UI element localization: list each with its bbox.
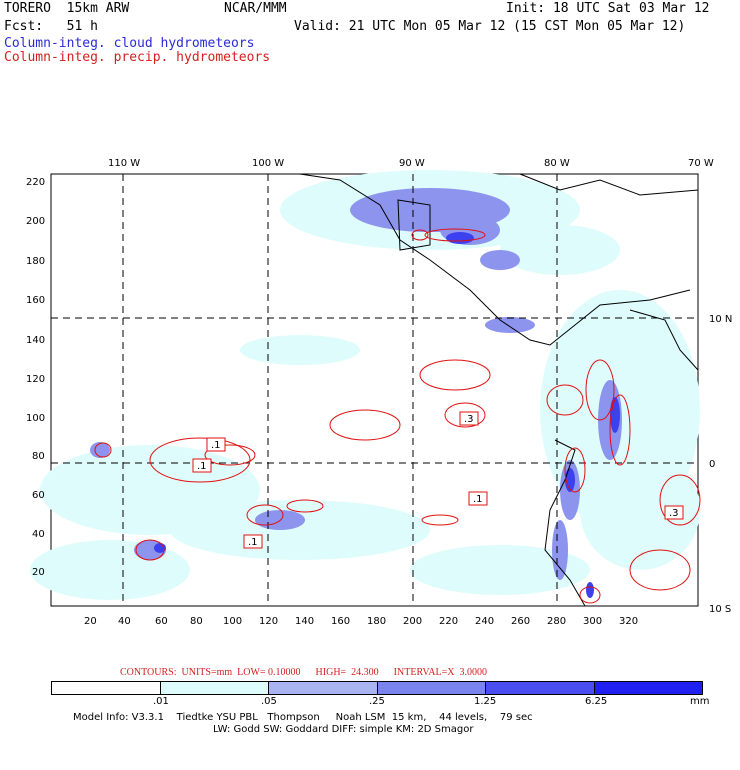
contour-value-label: .3 xyxy=(669,508,679,519)
longitude-labels: 110 W 100 W 90 W 80 W 70 W xyxy=(108,158,714,169)
contour-value-label: .1 xyxy=(197,461,207,472)
contour-value-label: .1 xyxy=(473,494,483,505)
forecast-hour: Fcst: 51 h xyxy=(4,19,98,34)
valid-time: Valid: 21 UTC Mon 05 Mar 12 (15 CST Mon … xyxy=(294,19,686,34)
lat-label: 10 N xyxy=(709,314,732,325)
init-time: Init: 18 UTC Sat 03 Mar 12 xyxy=(506,1,710,16)
colorbar-label: 1.25 xyxy=(474,696,497,707)
x-tick: 160 xyxy=(331,616,350,627)
y-tick: 200 xyxy=(26,216,45,227)
forecast-map: 110 W 100 W 90 W 80 W 70 W 10 N 0 10 S xyxy=(26,158,732,627)
colorbar-units: mm xyxy=(690,696,710,707)
lat-label: 0 xyxy=(709,459,715,470)
y-tick: 40 xyxy=(32,529,45,540)
y-tick: 140 xyxy=(26,335,45,346)
contour-value-label: .1 xyxy=(211,440,221,451)
y-tick: 80 xyxy=(32,451,45,462)
x-tick: 300 xyxy=(583,616,602,627)
graticule xyxy=(51,174,698,606)
y-tick: 160 xyxy=(26,295,45,306)
y-tick: 60 xyxy=(32,490,45,501)
contour-value-label: .1 xyxy=(248,537,258,548)
x-tick: 140 xyxy=(295,616,314,627)
lon-label: 80 W xyxy=(544,158,570,169)
coastline xyxy=(299,173,699,607)
colorbar-segment xyxy=(377,682,486,694)
colorbar-segment xyxy=(269,682,378,694)
latitude-labels: 10 N 0 10 S xyxy=(709,314,732,615)
model-physics: LW: Godd SW: Goddard DIFF: simple KM: 2D… xyxy=(213,724,474,735)
center-name: NCAR/MMM xyxy=(224,1,287,16)
colorbar-label: 6.25 xyxy=(585,696,608,707)
y-tick: 220 xyxy=(26,177,45,188)
y-tick: 100 xyxy=(26,413,45,424)
x-tick: 20 xyxy=(84,616,97,627)
colorbar-segment xyxy=(486,682,595,694)
colorbar-segment xyxy=(594,682,702,694)
colorbar-label: .01 xyxy=(153,696,169,707)
colorbar-label: .25 xyxy=(369,696,385,707)
colorbar-segment xyxy=(160,682,269,694)
contour-labels: .1 .1 .1 .3 .1 .3 xyxy=(192,411,684,549)
x-axis: 20 40 60 80 100 120 140 160 180 200 220 … xyxy=(84,616,638,627)
lon-label: 110 W xyxy=(108,158,140,169)
lon-label: 100 W xyxy=(252,158,284,169)
y-tick: 120 xyxy=(26,374,45,385)
model-title: TORERO 15km ARW xyxy=(4,1,130,16)
x-tick: 180 xyxy=(367,616,386,627)
y-axis: 220 200 180 160 140 120 100 80 60 40 20 xyxy=(26,177,45,578)
x-tick: 60 xyxy=(155,616,168,627)
x-tick: 80 xyxy=(190,616,203,627)
lat-label: 10 S xyxy=(709,604,731,615)
x-tick: 220 xyxy=(439,616,458,627)
x-tick: 320 xyxy=(619,616,638,627)
lon-label: 70 W xyxy=(688,158,714,169)
colorbar-segment xyxy=(52,682,161,694)
colorbar xyxy=(51,681,703,695)
cloud-field-label: Column-integ. cloud hydrometeors xyxy=(4,36,255,51)
y-tick: 180 xyxy=(26,256,45,267)
contour-info: CONTOURS: UNITS=mm LOW= 0.10000 HIGH= 24… xyxy=(120,667,487,678)
lon-label: 90 W xyxy=(399,158,425,169)
x-tick: 40 xyxy=(118,616,131,627)
precip-field-label: Column-integ. precip. hydrometeors xyxy=(4,50,271,65)
x-tick: 200 xyxy=(403,616,422,627)
precip-contours xyxy=(94,228,701,604)
x-tick: 240 xyxy=(475,616,494,627)
x-tick: 120 xyxy=(259,616,278,627)
x-tick: 280 xyxy=(547,616,566,627)
y-tick: 20 xyxy=(32,567,45,578)
contour-value-label: .3 xyxy=(464,414,474,425)
colorbar-label: .05 xyxy=(261,696,277,707)
x-tick: 100 xyxy=(223,616,242,627)
model-info: Model Info: V3.3.1 Tiedtke YSU PBL Thomp… xyxy=(73,712,533,723)
x-tick: 260 xyxy=(511,616,530,627)
